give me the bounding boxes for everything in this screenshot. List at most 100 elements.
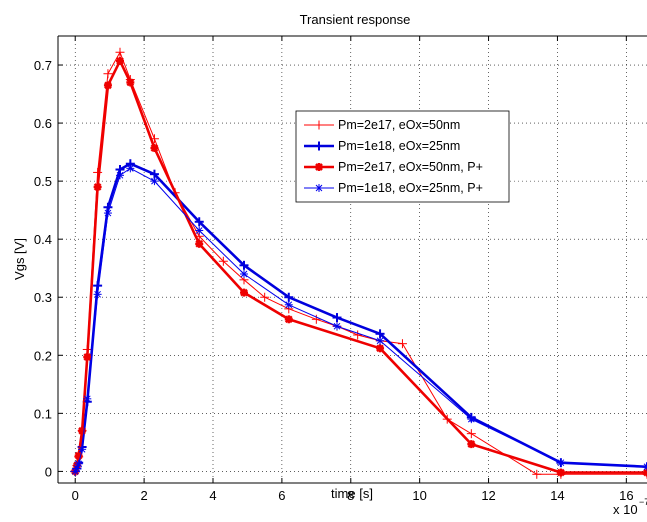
marker-stroke — [93, 183, 102, 191]
legend-entry: Pm=1e18, eOx=25nm — [304, 139, 460, 153]
marker-stroke — [557, 468, 565, 477]
marker-stroke — [150, 144, 159, 152]
data-point — [195, 239, 204, 248]
data-point — [556, 458, 565, 467]
data-point — [93, 290, 102, 299]
plot-area — [58, 36, 647, 483]
marker-stroke — [643, 470, 647, 477]
data-point — [467, 440, 476, 449]
data-point — [78, 426, 87, 435]
data-point — [556, 468, 565, 477]
marker-stroke — [643, 468, 647, 475]
series-layer — [70, 47, 647, 479]
legend-label: Pm=2e17, eOx=50nm, P+ — [338, 160, 483, 174]
data-point — [397, 339, 407, 349]
data-point — [218, 256, 228, 266]
data-point — [103, 69, 113, 79]
data-point — [93, 281, 103, 291]
series-4 — [71, 164, 647, 476]
marker-stroke — [376, 337, 384, 345]
marker-stroke — [333, 322, 341, 330]
legend-marker — [314, 120, 324, 130]
data-point — [116, 56, 124, 65]
x-axis-multiplier-base: x 10 — [613, 502, 638, 517]
data-point — [150, 144, 159, 153]
x-tick-label: 12 — [481, 488, 495, 503]
y-tick-label: 0.2 — [34, 348, 52, 363]
x-tick-label: 16 — [619, 488, 633, 503]
data-point — [239, 260, 249, 270]
data-point — [83, 394, 92, 403]
data-point — [532, 469, 542, 479]
data-point — [240, 270, 248, 279]
data-point — [376, 344, 385, 353]
chart-title: Transient response — [300, 12, 411, 27]
y-axis-label: Vgs [V] — [12, 238, 27, 280]
x-tick-label: 4 — [209, 488, 216, 503]
data-point — [643, 468, 647, 477]
data-point — [195, 226, 204, 235]
legend-label: Pm=1e18, eOx=25nm — [338, 139, 460, 153]
legend: Pm=2e17, eOx=50nm Pm=1e18, eOx=25nm Pm=2e1… — [295, 110, 510, 203]
data-point — [74, 451, 83, 460]
data-point — [284, 315, 293, 324]
marker-stroke — [643, 466, 647, 471]
marker-stroke — [467, 440, 476, 448]
legend-entry: Pm=1e18, eOx=25nm, P+ — [304, 181, 483, 195]
marker-stroke — [126, 165, 134, 172]
data-point — [115, 47, 125, 57]
x-tick-label: 14 — [550, 488, 564, 503]
data-point — [643, 462, 647, 471]
marker-stroke — [83, 395, 91, 403]
data-point — [260, 292, 270, 302]
legend-entry: Pm=2e17, eOx=50nm — [304, 118, 460, 132]
data-point — [240, 288, 248, 297]
legend-marker — [315, 184, 323, 192]
legend-label: Pm=2e17, eOx=50nm — [338, 118, 460, 132]
data-point — [74, 459, 83, 468]
x-tick-label: 2 — [140, 488, 147, 503]
x-tick-label: 10 — [412, 488, 426, 503]
x-tick-labels: 0 2 4 6 8 10 12 14 16 — [72, 488, 634, 503]
y-tick-label: 0.3 — [34, 290, 52, 305]
y-tick-label: 0.1 — [34, 406, 52, 421]
x-axis-label: time [s] — [331, 486, 373, 501]
marker-stroke — [116, 57, 124, 65]
marker-stroke — [315, 184, 323, 192]
data-point — [284, 292, 294, 302]
y-tick-label: 0.6 — [34, 116, 52, 131]
legend-marker — [314, 141, 324, 151]
marker-stroke — [467, 415, 475, 423]
series-line — [74, 167, 647, 472]
data-point — [83, 353, 92, 362]
data-point — [103, 81, 112, 90]
marker-stroke — [94, 290, 101, 298]
data-point — [353, 330, 363, 340]
data-point — [311, 314, 321, 324]
marker-stroke — [78, 445, 86, 453]
x-axis-multiplier-exponent: −7 — [639, 497, 647, 507]
marker-stroke — [643, 463, 647, 468]
marker-stroke — [284, 315, 293, 324]
data-point — [284, 300, 293, 309]
marker-stroke — [240, 288, 248, 297]
data-point — [78, 445, 87, 454]
series-3 — [71, 56, 647, 477]
data-point — [126, 164, 135, 173]
data-point — [376, 336, 385, 345]
legend-entry: Pm=2e17, eOx=50nm, P+ — [304, 160, 483, 174]
x-tick-label: 0 — [72, 488, 79, 503]
x-axis-multiplier: x 10 −7 — [613, 497, 647, 517]
data-point — [467, 415, 476, 424]
y-tick-label: 0.4 — [34, 232, 52, 247]
data-point — [116, 171, 124, 180]
marker-stroke — [285, 301, 293, 309]
marker-stroke — [195, 227, 203, 234]
data-point — [466, 429, 476, 439]
data-point — [93, 182, 102, 191]
legend-label: Pm=1e18, eOx=25nm, P+ — [338, 181, 483, 195]
marker-stroke — [104, 209, 112, 217]
data-point — [150, 177, 159, 186]
x-tick-label: 6 — [278, 488, 285, 503]
